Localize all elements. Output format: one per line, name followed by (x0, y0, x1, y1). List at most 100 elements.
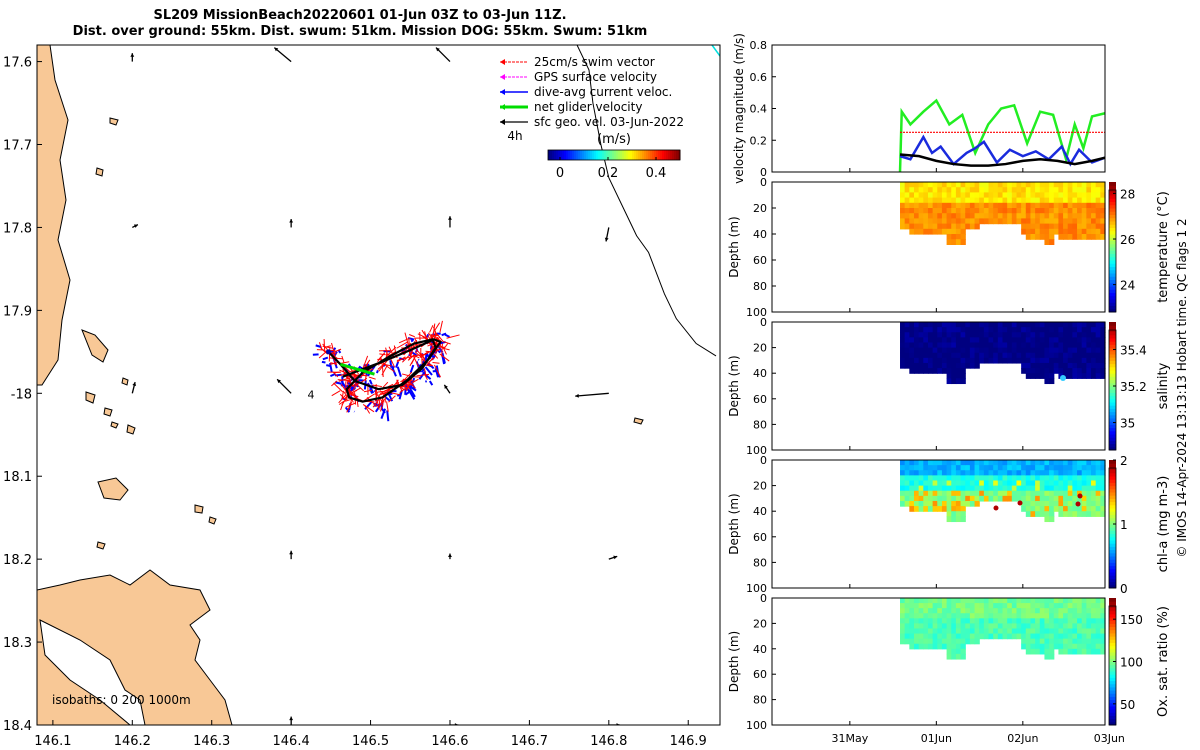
chla-cell (927, 485, 934, 492)
temperature-cell (1044, 182, 1050, 188)
oxygen-cell (909, 603, 915, 609)
temperature-cell (988, 182, 994, 188)
chla-cell (974, 470, 980, 476)
chla-cbar-cell (1109, 575, 1116, 579)
temperature-cell (1063, 192, 1069, 199)
oxygen-cell (900, 613, 906, 619)
oxygen-cell (1021, 643, 1027, 650)
salinity-cell (997, 322, 1004, 328)
salinity-cbar-frame (1108, 329, 1117, 451)
salinity-cell (993, 342, 999, 349)
oxygen-cbar-cell (1109, 709, 1116, 713)
oxygen-cell (904, 618, 910, 624)
salinity-cell (1030, 322, 1036, 328)
temperature-cell (904, 202, 910, 209)
map-xtick-label: 146.5 (352, 734, 389, 749)
salinity-cell (979, 332, 985, 338)
salinity-cell (927, 342, 934, 349)
chla-cell (1039, 480, 1046, 487)
temperature-cell (1086, 223, 1092, 230)
temperature-cell (1067, 187, 1073, 193)
swim-vector (381, 366, 384, 378)
temperature-cell (1039, 192, 1046, 199)
chla-cell (1044, 495, 1050, 502)
chla-cell (927, 480, 934, 487)
chla-cell (965, 465, 971, 471)
chla-cell (988, 495, 994, 502)
temperature-cell (927, 187, 934, 193)
oxygen-cell (927, 618, 934, 624)
colorbar-cell (666, 150, 669, 160)
salinity-cell (1095, 332, 1101, 338)
chla-cell (946, 485, 952, 492)
salinity-cell (1077, 332, 1083, 338)
salinity-cell (1077, 322, 1083, 328)
temperature-cell (946, 234, 952, 240)
temperature-cell (946, 228, 952, 235)
chla-cell (1039, 460, 1046, 466)
temperature-cell (951, 187, 957, 193)
salinity-cell (1072, 337, 1078, 344)
chla-cell (909, 460, 915, 466)
salinity-cell (923, 368, 929, 374)
salinity-cell (1021, 362, 1027, 369)
salinity-cell (909, 362, 915, 369)
chla-ytick-label: 20 (753, 480, 767, 493)
salinity-cell (1044, 342, 1050, 349)
temperature-cbar-cell (1109, 195, 1116, 199)
legend-label: net glider velocity (534, 100, 642, 114)
chla-cell (955, 485, 962, 492)
isobaths-label: isobaths: 0 200 1000m (52, 693, 191, 707)
salinity-cell (1030, 362, 1036, 369)
chla-cell (1091, 485, 1097, 492)
temperature-cell (951, 202, 957, 209)
oxygen-cbar-tick-label: 50 (1120, 698, 1135, 712)
temperature-cell (1100, 192, 1106, 199)
chla-cell (1002, 460, 1008, 466)
oxygen-cell (1077, 623, 1083, 630)
velocity-ytick-label: 0.6 (750, 71, 768, 84)
chla-cell (951, 516, 957, 523)
salinity-cell (1002, 347, 1008, 354)
swim-vector (388, 395, 396, 403)
salinity-cell (988, 332, 994, 338)
oxygen-cell (946, 633, 952, 640)
chla-cell (997, 485, 1004, 492)
oxygen-cbar-cell (1109, 718, 1116, 723)
chla-cell (979, 465, 985, 471)
temperature-cell (904, 223, 910, 230)
chla-cell (909, 485, 915, 492)
oxygen-cell (951, 638, 957, 645)
salinity-cell (1007, 337, 1013, 344)
salinity-cell (1011, 342, 1018, 349)
chla-cbar-cell (1109, 476, 1116, 480)
oxygen-cell (946, 653, 952, 660)
temperature-cell (1007, 187, 1013, 193)
swim-vector (377, 389, 392, 393)
chla-cell (1044, 485, 1050, 492)
temperature-cell (993, 202, 999, 209)
salinity-cell (965, 337, 971, 344)
oxygen-cell (1035, 603, 1041, 609)
colorbar-cell (604, 150, 607, 160)
salinity-cell (960, 357, 966, 364)
temperature-cell (932, 187, 938, 193)
temperature-cbar-cell (1109, 292, 1116, 297)
chla-cell (1007, 475, 1013, 482)
oxygen-cell (923, 603, 929, 609)
chla-cell (937, 500, 943, 507)
oxygen-cbar-cell (1109, 655, 1116, 659)
salinity-cell (969, 357, 976, 364)
map-ytick-label: 17.6 (3, 56, 32, 71)
salinity-cell (1077, 357, 1083, 364)
chla-cell (1030, 475, 1036, 482)
chla-cell (918, 460, 924, 466)
temperature-cell (1077, 182, 1083, 188)
chla-cell (1091, 470, 1097, 476)
chla-cell (960, 506, 966, 512)
chla-cbar-cell (1109, 559, 1116, 563)
oxygen-cell (946, 613, 952, 619)
temperature-cell (1044, 218, 1050, 225)
chla-cell (932, 460, 938, 466)
temperature-cell (983, 187, 990, 193)
